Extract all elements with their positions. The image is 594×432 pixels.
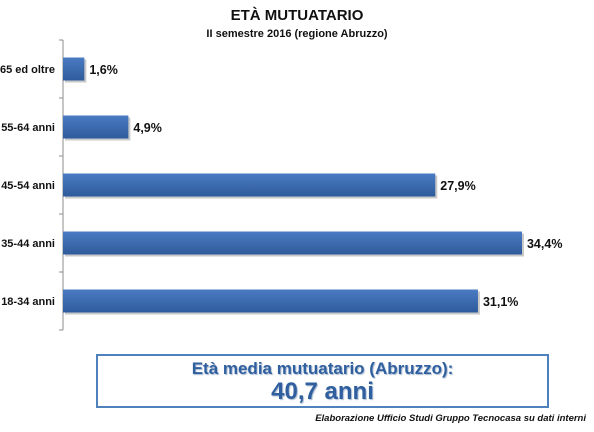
bar: [63, 173, 436, 197]
average-age-label: Età media mutuatario (Abruzzo):: [191, 359, 454, 378]
category-label: 65 ed oltre: [0, 64, 55, 76]
chart-subtitle: II semestre 2016 (regione Abruzzo): [206, 28, 388, 40]
source-note: Elaborazione Ufficio Studi Gruppo Tecnoc…: [315, 413, 586, 424]
bar: [63, 289, 478, 313]
chart-title: ETÀ MUTUATARIO: [230, 7, 364, 24]
category-label: 55-64 anni: [1, 122, 55, 134]
data-label: 27,9%: [440, 179, 475, 193]
bar: [63, 115, 129, 139]
category-label: 35-44 anni: [1, 238, 55, 250]
average-age-box: Età media mutuatario (Abruzzo): 40,7 ann…: [96, 354, 549, 408]
average-age-value: 40,7 anni: [271, 378, 374, 405]
bar: [63, 231, 522, 255]
bar-chart: 65 ed oltre 1,6% 55-64 anni 4,9% 45-54 anni 2…: [0, 39, 562, 331]
data-label: 1,6%: [89, 63, 118, 77]
bar: [63, 57, 85, 81]
category-label: 18-34 anni: [1, 296, 55, 308]
data-label: 34,4%: [527, 237, 562, 251]
category-label: 45-54 anni: [1, 180, 55, 192]
data-label: 4,9%: [133, 121, 162, 135]
data-label: 31,1%: [483, 295, 518, 309]
